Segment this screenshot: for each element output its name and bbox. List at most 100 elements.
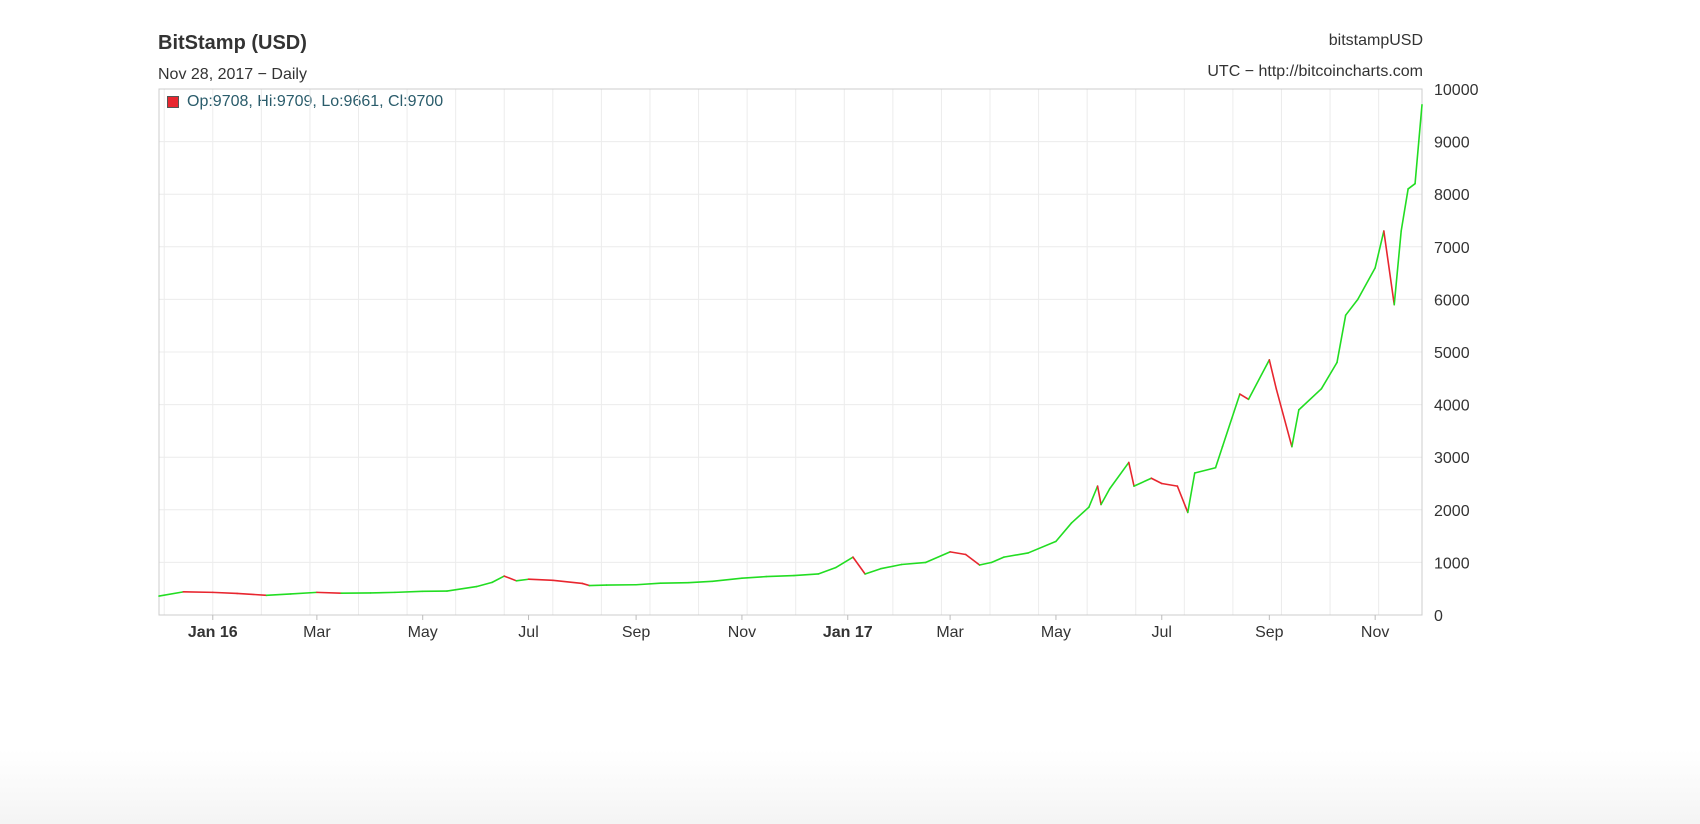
price-segment [817, 566, 837, 575]
y-tick-label: 5000 [1434, 345, 1470, 362]
x-tick-label: Jul [1152, 624, 1172, 641]
price-segment [1100, 487, 1111, 506]
y-tick-label: 3000 [1434, 450, 1470, 467]
price-segment [290, 591, 318, 595]
price-segment [1239, 393, 1250, 401]
price-segment [1150, 477, 1163, 485]
price-segment [475, 581, 493, 588]
chart-title: BitStamp (USD) [158, 32, 307, 54]
price-segment [158, 591, 185, 597]
x-tick-label: Mar [303, 624, 331, 641]
x-tick-label: Nov [1361, 624, 1389, 641]
symbol-label: bitstampUSD [1328, 32, 1423, 49]
price-segment [1320, 361, 1338, 390]
y-tick-label: 7000 [1434, 240, 1470, 257]
price-segment [711, 577, 743, 583]
price-segment [964, 553, 981, 566]
y-tick-label: 10000 [1434, 82, 1479, 99]
price-segment [1027, 540, 1057, 554]
price-segment [793, 573, 820, 577]
price-segment [1221, 393, 1241, 448]
price-segment [369, 591, 396, 594]
price-segment [1291, 409, 1300, 448]
x-tick-label: May [408, 624, 438, 641]
y-tick-label: 2000 [1434, 503, 1470, 520]
price-segment [527, 578, 554, 582]
price-segment [1344, 298, 1359, 316]
x-tick-label: Jul [518, 624, 538, 641]
y-axis: 0 1000 2000 3000 4000 5000 6000 7000 8000 9000 100… [1434, 82, 1479, 625]
x-tick-label: Nov [728, 624, 756, 641]
price-segment [1096, 485, 1102, 506]
x-tick-label: Sep [622, 624, 651, 641]
y-tick-label: 1000 [1434, 555, 1470, 572]
price-segment [581, 582, 591, 587]
price-segment [1088, 485, 1099, 508]
price-segment [265, 593, 292, 597]
price-segment [491, 575, 506, 584]
price-segment [949, 551, 967, 556]
price-segment [1268, 359, 1278, 390]
price-segment [1414, 103, 1423, 185]
ohlc-legend: Op:9708, Hi:9709, Lo:9661, Cl:9700 [167, 93, 443, 111]
price-segment [1193, 466, 1217, 474]
price-segment [925, 551, 951, 564]
price-segment [990, 556, 1005, 564]
price-segment [1133, 477, 1153, 487]
price-series [158, 103, 1423, 597]
x-tick-label: May [1041, 624, 1071, 641]
price-segment [552, 579, 584, 585]
price-segment [236, 592, 268, 597]
price-segment [1407, 182, 1416, 190]
price-segment [182, 591, 214, 594]
grid-lines [159, 88, 1422, 616]
plot-frame [158, 88, 1423, 616]
legend-text: Op:9708, Hi:9709, Lo:9661, Cl:9700 [187, 93, 444, 110]
price-segment [1070, 506, 1090, 524]
chart-subtitle: Nov 28, 2017 − Daily [158, 66, 307, 83]
price-segment [1176, 485, 1189, 514]
price-segment [852, 556, 866, 575]
price-segment [864, 567, 882, 575]
x-tick-label: Jan 16 [188, 624, 238, 641]
price-segment [1003, 552, 1029, 558]
price-segment [900, 561, 927, 566]
price-segment [1336, 314, 1347, 364]
price-segment [1383, 230, 1396, 306]
price-segment [394, 590, 424, 594]
price-segment [687, 580, 714, 584]
price-segment [503, 575, 518, 582]
price-segment [1393, 230, 1402, 306]
price-segment [659, 581, 689, 584]
x-tick-label: Sep [1255, 624, 1284, 641]
y-tick-label: 6000 [1434, 292, 1470, 309]
price-segment [446, 585, 478, 592]
price-segment [1275, 388, 1293, 448]
price-segment [1374, 230, 1385, 269]
price-segment [1247, 359, 1271, 401]
price-segment [635, 582, 662, 586]
x-tick-label: Jan 17 [823, 624, 873, 641]
price-segment [1108, 461, 1130, 490]
price-segment [1214, 445, 1224, 469]
price-segment [1160, 482, 1179, 487]
price-segment [879, 563, 903, 570]
source-label: UTC − http://bitcoincharts.com [1207, 63, 1423, 80]
price-segment [1400, 188, 1409, 232]
price-segment [515, 578, 530, 582]
y-tick-label: 4000 [1434, 398, 1470, 415]
price-segment [741, 575, 768, 579]
x-tick-label: Mar [936, 624, 964, 641]
x-axis: Jan 16 Mar May Jul Sep Nov Jan 17 Mar May Jul Sep N… [188, 615, 1389, 641]
price-segment [316, 591, 342, 594]
y-tick-label: 8000 [1434, 187, 1470, 204]
price-segment [1186, 472, 1196, 514]
price-segment [1357, 267, 1376, 301]
price-segment [1298, 388, 1323, 411]
price-segment [978, 561, 993, 566]
y-tick-label: 9000 [1434, 135, 1470, 152]
y-tick-label: 0 [1434, 608, 1443, 625]
price-segment [834, 556, 854, 569]
price-segment [211, 591, 238, 595]
